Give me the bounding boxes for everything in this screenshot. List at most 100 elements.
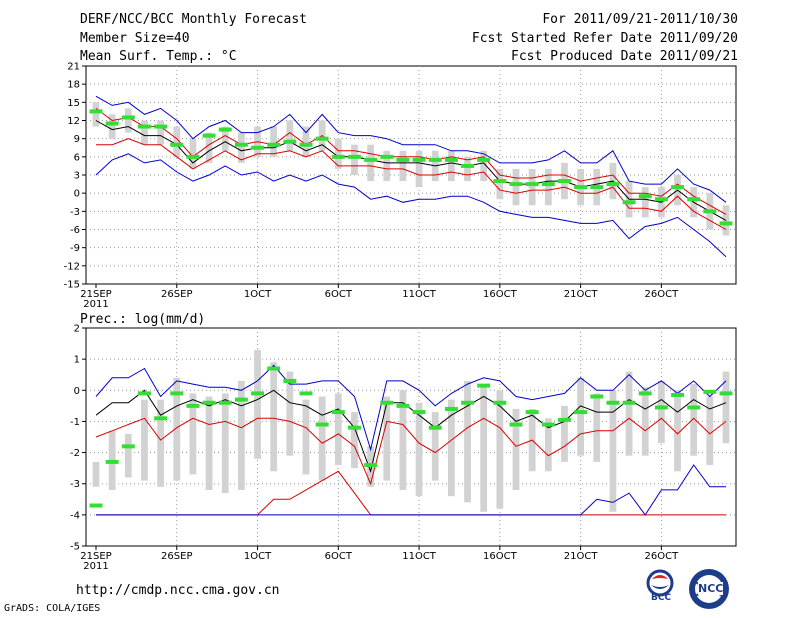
- prec-observed-marker: [364, 463, 378, 468]
- temp-spread-box: [480, 150, 488, 182]
- source-url[interactable]: http://cmdp.ncc.cma.gov.cn: [76, 583, 280, 598]
- prec-observed-marker: [170, 391, 184, 396]
- temp-observed-marker: [299, 142, 313, 147]
- temp-observed-marker: [477, 157, 491, 162]
- temp-series-min: [95, 153, 727, 258]
- prec-observed-marker: [622, 400, 636, 405]
- prec-xtick-label: 21OCT: [564, 551, 599, 562]
- prec-spread-box: [431, 412, 439, 481]
- prec-spread-box: [141, 399, 148, 481]
- prec-observed-marker: [509, 422, 523, 427]
- temp-observed-marker: [348, 154, 361, 159]
- prec-ytick-label: -3: [70, 479, 80, 490]
- prec-observed-marker: [251, 391, 264, 396]
- temp-observed-marker: [574, 185, 588, 190]
- temp-observed-marker: [234, 142, 248, 147]
- prec-ytick-label: 2: [74, 324, 80, 335]
- temp-spread-box: [141, 120, 148, 145]
- prec-spread-box: [641, 387, 649, 456]
- prec-xtick-label: 21SEP: [80, 551, 111, 562]
- temp-spread-box: [237, 132, 245, 163]
- prec-observed-marker: [89, 503, 103, 508]
- prec-observed-marker: [267, 366, 281, 371]
- temp-observed-marker: [267, 142, 281, 147]
- prec-spread-box: [447, 399, 455, 497]
- prec-spread-box: [173, 377, 181, 481]
- temp-xtick-label: 21OCT: [564, 289, 599, 300]
- temp-observed-marker: [493, 179, 507, 184]
- prec-observed-marker: [687, 405, 701, 410]
- prec-observed-marker: [477, 383, 491, 388]
- temp-xtick-label: 1OCT: [244, 289, 272, 300]
- prec-spread-box: [399, 390, 407, 490]
- prec-observed-marker: [138, 391, 151, 396]
- temp-observed-marker: [315, 136, 329, 141]
- temp-spread-box: [528, 168, 536, 206]
- prec-observed-marker: [299, 391, 313, 396]
- prec-spread-box: [625, 371, 633, 456]
- temp-observed-marker: [525, 182, 539, 187]
- prec-spread-box: [124, 433, 132, 478]
- temp-observed-marker: [687, 197, 701, 202]
- temp-observed-marker: [251, 145, 264, 150]
- prec-spread-box: [722, 371, 730, 444]
- temp-observed-marker: [154, 124, 168, 129]
- temp-ytick-label: 6: [74, 152, 80, 163]
- prec-spread-box: [544, 418, 552, 472]
- temp-ytick-label: -9: [70, 243, 80, 254]
- temp-observed-marker: [461, 163, 474, 168]
- temp-ytick-label: 15: [67, 98, 80, 109]
- temp-spread-box: [302, 126, 310, 157]
- prec-observed-marker: [348, 425, 361, 430]
- prec-observed-marker: [719, 391, 733, 396]
- temp-observed-marker: [622, 200, 636, 205]
- temp-xtick-year: 2011: [83, 299, 108, 310]
- temp-observed-marker: [202, 133, 216, 138]
- prec-xtick-label: 6OCT: [325, 551, 353, 562]
- temp-observed-marker: [105, 121, 119, 126]
- temp-spread-box: [205, 132, 213, 163]
- prec-spread-box: [270, 362, 278, 472]
- temp-ytick-label: -3: [70, 207, 80, 218]
- temp-spread-box: [496, 168, 504, 200]
- prec-observed-marker: [218, 400, 232, 405]
- temp-spread-box: [512, 168, 520, 206]
- temp-spread-box: [270, 126, 278, 157]
- prec-spread-box: [221, 393, 229, 494]
- prec-observed-marker: [380, 400, 394, 405]
- forecast-start-date: Fcst Started Refer Date 2011/09/20: [471, 31, 738, 46]
- temp-observed-marker: [719, 221, 733, 226]
- bcc-logo-icon: [646, 569, 674, 597]
- prec-xtick-label: 1OCT: [244, 551, 272, 562]
- prec-observed-marker: [331, 410, 345, 415]
- temp-ytick-label: 3: [74, 171, 80, 182]
- temp-ytick-label: 0: [74, 189, 80, 200]
- prec-observed-marker: [461, 400, 474, 405]
- prec-panel-title: Prec.: log(mm/d): [80, 312, 205, 327]
- prec-observed-marker: [590, 394, 604, 399]
- member-size-label: Member Size=40: [80, 31, 190, 46]
- prec-spread-box: [512, 408, 520, 490]
- temp-series-p25: [96, 138, 727, 230]
- prec-observed-marker: [234, 397, 248, 402]
- bcc-logo-text: BCC: [651, 593, 672, 603]
- temp-observed-marker: [364, 157, 378, 162]
- prec-observed-marker: [315, 422, 329, 427]
- temp-observed-marker: [703, 209, 717, 214]
- bcc-logo: BCC: [640, 567, 680, 607]
- prec-spread-box: [577, 377, 585, 456]
- prec-spread-box: [254, 349, 261, 459]
- prec-series-low_blue: [96, 464, 726, 516]
- prec-observed-marker: [671, 392, 684, 397]
- temp-spread-box: [722, 205, 730, 236]
- prec-observed-marker: [412, 410, 426, 415]
- prec-observed-marker: [202, 400, 216, 405]
- prec-ytick-label: -2: [70, 448, 80, 459]
- temp-xtick-label: 26OCT: [645, 289, 680, 300]
- prec-spread-box: [464, 380, 471, 503]
- prec-ytick-label: 0: [74, 386, 80, 397]
- prec-spread-box: [334, 393, 342, 466]
